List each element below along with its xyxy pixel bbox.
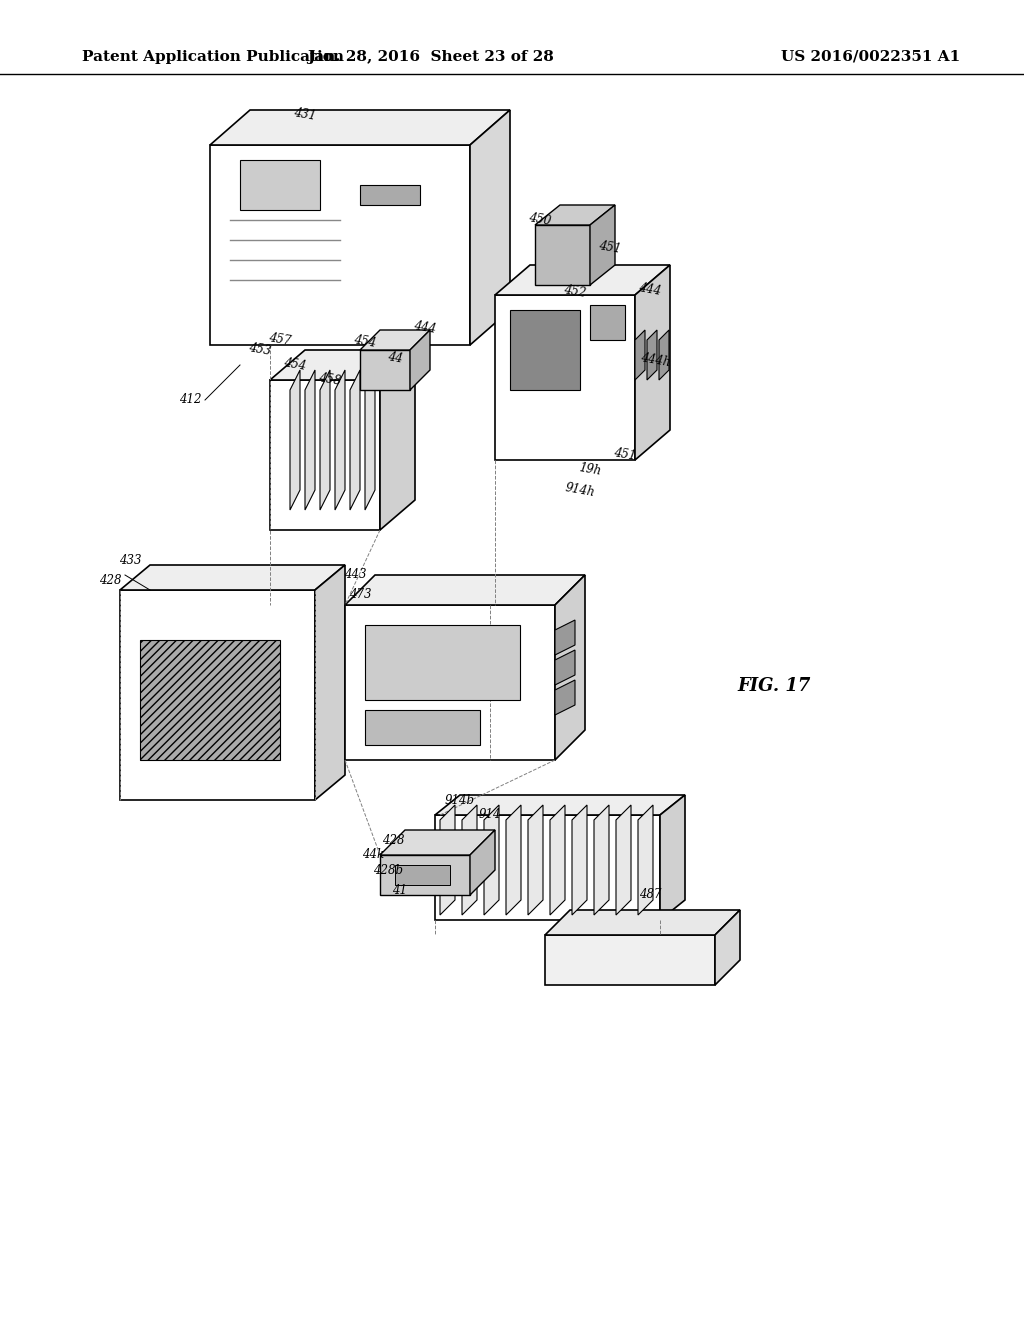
Polygon shape xyxy=(305,370,315,510)
Text: 19h: 19h xyxy=(578,462,602,478)
Polygon shape xyxy=(660,795,685,920)
Polygon shape xyxy=(715,909,740,985)
Polygon shape xyxy=(435,795,685,814)
Polygon shape xyxy=(635,265,670,459)
Text: 428: 428 xyxy=(382,833,404,846)
Polygon shape xyxy=(360,185,420,205)
Text: 473: 473 xyxy=(349,589,372,602)
Polygon shape xyxy=(365,370,375,510)
Polygon shape xyxy=(350,370,360,510)
Polygon shape xyxy=(484,805,499,915)
Polygon shape xyxy=(555,680,575,715)
Text: Patent Application Publication: Patent Application Publication xyxy=(82,50,344,63)
Polygon shape xyxy=(270,350,415,380)
Polygon shape xyxy=(647,330,657,380)
Polygon shape xyxy=(140,640,280,760)
Text: 457: 457 xyxy=(268,331,292,348)
Polygon shape xyxy=(535,224,590,285)
Polygon shape xyxy=(315,565,345,800)
Polygon shape xyxy=(290,370,300,510)
Polygon shape xyxy=(635,330,645,380)
Polygon shape xyxy=(470,830,495,895)
Polygon shape xyxy=(120,565,345,590)
Polygon shape xyxy=(410,330,430,389)
Text: 487: 487 xyxy=(639,888,662,902)
Polygon shape xyxy=(495,265,670,294)
Text: 914: 914 xyxy=(479,808,502,821)
Polygon shape xyxy=(550,805,565,915)
Polygon shape xyxy=(240,160,319,210)
Polygon shape xyxy=(545,935,715,985)
Polygon shape xyxy=(345,605,555,760)
Text: 443: 443 xyxy=(344,569,367,582)
Polygon shape xyxy=(380,830,495,855)
Text: 450: 450 xyxy=(527,211,552,228)
Polygon shape xyxy=(440,805,455,915)
Polygon shape xyxy=(335,370,345,510)
Text: 914b: 914b xyxy=(445,793,475,807)
Text: 444: 444 xyxy=(638,281,663,298)
Polygon shape xyxy=(506,805,521,915)
Polygon shape xyxy=(360,350,410,389)
Polygon shape xyxy=(360,330,430,350)
Polygon shape xyxy=(555,649,575,685)
Polygon shape xyxy=(120,590,315,800)
Text: 431: 431 xyxy=(293,107,317,123)
Text: 458: 458 xyxy=(317,372,342,388)
Polygon shape xyxy=(528,805,543,915)
Text: 451: 451 xyxy=(598,240,623,256)
Text: 44k: 44k xyxy=(361,849,384,862)
Text: 454: 454 xyxy=(353,334,377,350)
Polygon shape xyxy=(659,330,669,380)
Polygon shape xyxy=(395,865,450,884)
Polygon shape xyxy=(210,145,470,345)
Text: FIG. 17: FIG. 17 xyxy=(737,677,811,696)
Text: 412: 412 xyxy=(179,393,202,407)
Polygon shape xyxy=(638,805,653,915)
Polygon shape xyxy=(590,205,615,285)
Polygon shape xyxy=(319,370,330,510)
Text: 433: 433 xyxy=(119,553,141,566)
Polygon shape xyxy=(365,710,480,744)
Polygon shape xyxy=(555,620,575,655)
Text: US 2016/0022351 A1: US 2016/0022351 A1 xyxy=(780,50,961,63)
Text: 454: 454 xyxy=(283,356,307,374)
Polygon shape xyxy=(345,576,585,605)
Polygon shape xyxy=(470,110,510,345)
Text: 428: 428 xyxy=(98,573,121,586)
Polygon shape xyxy=(545,909,740,935)
Text: 452: 452 xyxy=(563,284,587,301)
Polygon shape xyxy=(510,310,580,389)
Text: 914h: 914h xyxy=(564,480,596,499)
Polygon shape xyxy=(380,855,470,895)
Polygon shape xyxy=(380,350,415,531)
Polygon shape xyxy=(365,624,520,700)
Polygon shape xyxy=(594,805,609,915)
Text: 453: 453 xyxy=(248,342,272,358)
Polygon shape xyxy=(210,110,510,145)
Polygon shape xyxy=(590,305,625,341)
Polygon shape xyxy=(572,805,587,915)
Text: 444h: 444h xyxy=(639,351,671,370)
Text: 44: 44 xyxy=(386,350,403,366)
Polygon shape xyxy=(495,294,635,459)
Text: 428b: 428b xyxy=(373,863,403,876)
Polygon shape xyxy=(535,205,615,224)
Text: 41: 41 xyxy=(392,883,408,896)
Text: Jan. 28, 2016  Sheet 23 of 28: Jan. 28, 2016 Sheet 23 of 28 xyxy=(306,50,554,63)
Text: 451: 451 xyxy=(612,446,637,463)
Polygon shape xyxy=(462,805,477,915)
Polygon shape xyxy=(616,805,631,915)
Polygon shape xyxy=(555,576,585,760)
Text: 444: 444 xyxy=(413,319,437,337)
